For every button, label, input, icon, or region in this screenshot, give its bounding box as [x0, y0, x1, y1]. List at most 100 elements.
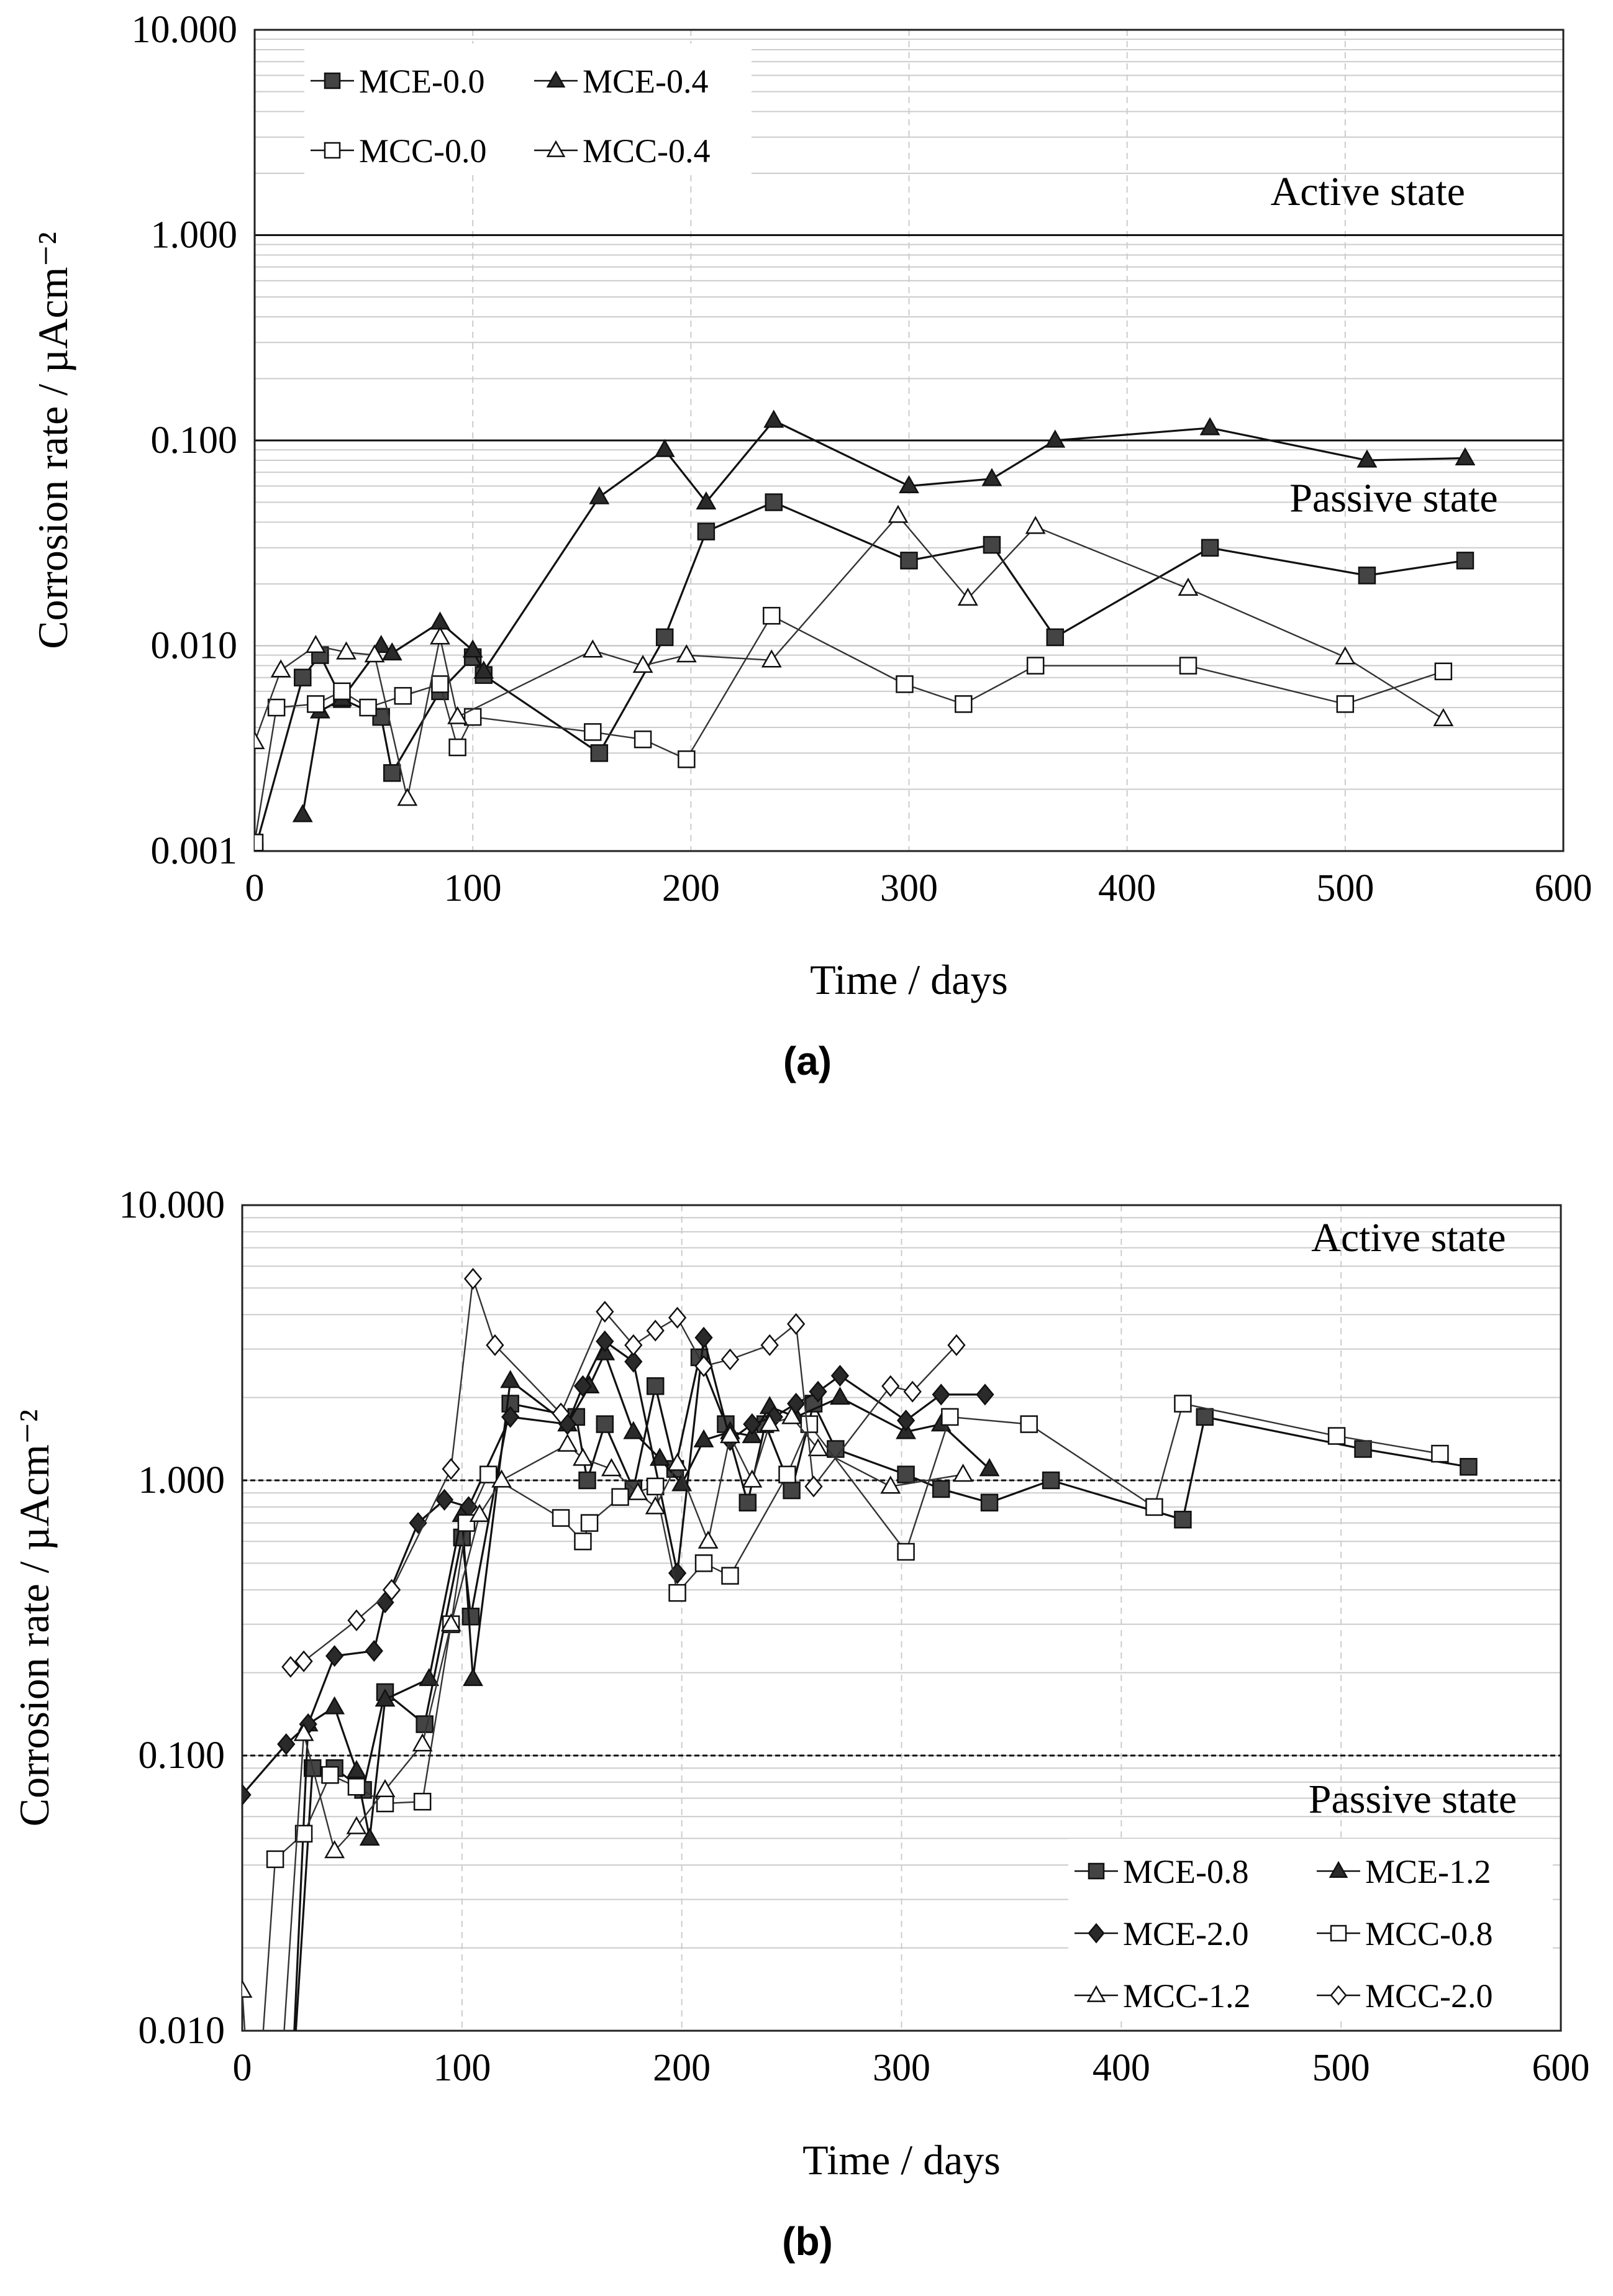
chart2-point-mce-0-8: [646, 1377, 665, 1395]
chart2-group: 0 100 200 300 400 500 600 0.010 0.100 1.000 10.000…: [11, 1184, 1590, 2264]
chart2-x-tick-label: 400: [1093, 2047, 1150, 2089]
chart1-y-tick-label: 10.000: [132, 9, 238, 51]
chart2-point-mce-2-0: [896, 1410, 916, 1432]
chart2-point-mcc-2-0: [787, 1313, 806, 1335]
chart1-point-mcc-0-4: [305, 635, 326, 654]
chart1-point-mcc-0-0: [359, 698, 377, 717]
chart2-point-mce-0-8: [1196, 1408, 1214, 1426]
chart1-point-mce-0-4: [899, 475, 919, 493]
chart2-plot-area: [241, 1204, 1562, 2032]
chart2-point-mcc-0-8: [694, 1554, 713, 1572]
chart2-point-mcc-2-0: [463, 1267, 483, 1290]
chart2-point-mcc-2-0: [903, 1380, 922, 1403]
chart1-plot-area: [253, 29, 1565, 852]
chart1-point-mcc-0-0: [896, 675, 914, 693]
chart2-point-mcc-0-8: [580, 1514, 599, 1532]
chart2-legend-marker-mcc-1-2: [1086, 1985, 1106, 2002]
chart2-point-mcc-0-8: [1145, 1498, 1163, 1516]
chart2-point-mce-1-2: [324, 1696, 345, 1715]
chart1-y-tick-label: 1.000: [151, 214, 238, 257]
chart2-point-mce-0-8: [827, 1440, 845, 1458]
chart1-point-mcc-0-0: [1434, 662, 1453, 681]
chart1-point-mce-0-0: [765, 493, 783, 511]
chart1-y-tick-label: 0.010: [151, 625, 238, 667]
chart2-point-mce-1-2: [375, 1688, 396, 1707]
chart2-point-mcc-0-8: [897, 1542, 915, 1561]
chart2-point-mcc-0-8: [479, 1465, 498, 1483]
chart2-point-mce-1-2: [463, 1668, 483, 1687]
chart1-point-mce-0-4: [1045, 429, 1066, 448]
chart1-legend-marker-mcc-0-0: [324, 142, 341, 159]
chart2-point-mcc-2-0: [668, 1306, 687, 1329]
chart2-point-mce-1-2: [693, 1429, 714, 1447]
chart2-point-mcc-0-8: [574, 1533, 592, 1551]
chart2-point-mcc-1-2: [720, 1425, 740, 1444]
chart1-point-mcc-0-0: [955, 695, 973, 713]
chart1-point-mce-0-4: [763, 409, 784, 428]
chart2-point-mce-0-8: [461, 1607, 480, 1626]
chart1-point-mcc-0-4: [430, 626, 450, 645]
chart1-point-mcc-0-0: [1336, 695, 1355, 713]
chart2-point-mcc-2-0: [294, 1650, 313, 1672]
chart1-x-tick-label: 600: [1535, 867, 1593, 909]
chart1-legend-box: [304, 43, 752, 174]
chart1-point-mce-0-4: [981, 468, 1002, 486]
chart1-point-mcc-0-0: [448, 738, 466, 757]
chart2-point-mcc-1-2: [953, 1464, 974, 1482]
chart1-point-mcc-0-4: [270, 659, 291, 678]
chart2-point-mcc-2-0: [624, 1334, 643, 1356]
chart2-y-axis-label: Corrosion rate / µAcm⁻²: [11, 1410, 58, 1826]
chart2-point-mce-2-0: [830, 1365, 850, 1387]
chart2-point-mce-0-8: [1460, 1457, 1478, 1476]
chart2-point-mcc-1-2: [412, 1733, 433, 1752]
chart2-point-mcc-0-8: [721, 1567, 739, 1585]
chart2-point-mcc-2-0: [947, 1334, 966, 1356]
chart2-point-mce-0-8: [416, 1715, 434, 1733]
chart2-point-mce-2-0: [932, 1383, 950, 1406]
chart2-point-mcc-0-8: [778, 1465, 796, 1483]
chart2-point-mcc-0-8: [294, 1824, 313, 1843]
chart1-legend-label-mce-0-4: MCE-0.4: [583, 63, 709, 100]
chart1-point-mce-0-0: [294, 668, 312, 686]
chart2-legend-marker-mcc-2-0: [1330, 1985, 1347, 2006]
chart2-point-mcc-1-2: [742, 1469, 763, 1488]
chart1-point-mce-0-4: [473, 660, 494, 679]
chart2-point-mce-0-8: [283, 2105, 299, 2121]
chart2-x-tick-label: 500: [1312, 2047, 1370, 2089]
chart1-point-mce-0-0: [900, 552, 918, 570]
chart2-point-mcc-0-8: [1327, 1427, 1346, 1445]
chart2-point-mce-2-0: [624, 1351, 643, 1373]
chart1-point-mcc-0-0: [431, 675, 449, 693]
chart1-point-mce-0-0: [697, 522, 716, 540]
chart1-point-mce-0-4: [654, 439, 675, 457]
chart2-legend-label-mcc-1-2: MCC-1.2: [1123, 1977, 1251, 2015]
chart1-series-line-mcc-0-0: [255, 614, 1444, 843]
chart1-point-mcc-0-0: [1026, 657, 1045, 675]
chart2-point-mce-2-0: [325, 1645, 344, 1667]
chart1-point-mce-0-0: [655, 628, 674, 647]
chart2-point-mce-1-2: [623, 1421, 644, 1439]
chart2-point-mcc-0-8: [941, 1408, 959, 1426]
chart1-point-mcc-0-4: [336, 641, 357, 660]
chart1-point-mce-0-4: [1455, 447, 1476, 466]
chart1-point-mce-0-4: [696, 491, 717, 510]
chart2-point-mcc-2-0: [442, 1458, 460, 1480]
chart2-point-mcc-1-2: [573, 1447, 593, 1466]
chart1-point-mcc-0-0: [255, 834, 264, 851]
chart2-point-mcc-1-2: [375, 1779, 396, 1797]
chart1-point-mcc-0-4: [1433, 708, 1454, 726]
chart2-point-mcc-0-8: [646, 1477, 665, 1496]
chart1-legend-marker-mce-0-0: [324, 72, 341, 89]
chart2-point-mce-2-0: [435, 1488, 454, 1511]
chart2-legend-label-mce-1-2: MCE-1.2: [1365, 1853, 1491, 1890]
chart2-point-mcc-2-0: [881, 1375, 900, 1397]
chart1-point-mcc-0-0: [463, 708, 482, 726]
chart2-point-mcc-2-0: [694, 1355, 713, 1377]
chart1-point-mce-0-4: [292, 804, 313, 822]
chart2-point-mcc-1-2: [491, 1469, 512, 1488]
chart1-point-mce-0-4: [589, 486, 610, 504]
chart2-point-mce-2-0: [365, 1640, 383, 1662]
chart2-point-mcc-2-0: [760, 1334, 779, 1356]
chart2-x-tick-label: 200: [653, 2047, 711, 2089]
chart2-point-mcc-1-2: [697, 1530, 719, 1549]
